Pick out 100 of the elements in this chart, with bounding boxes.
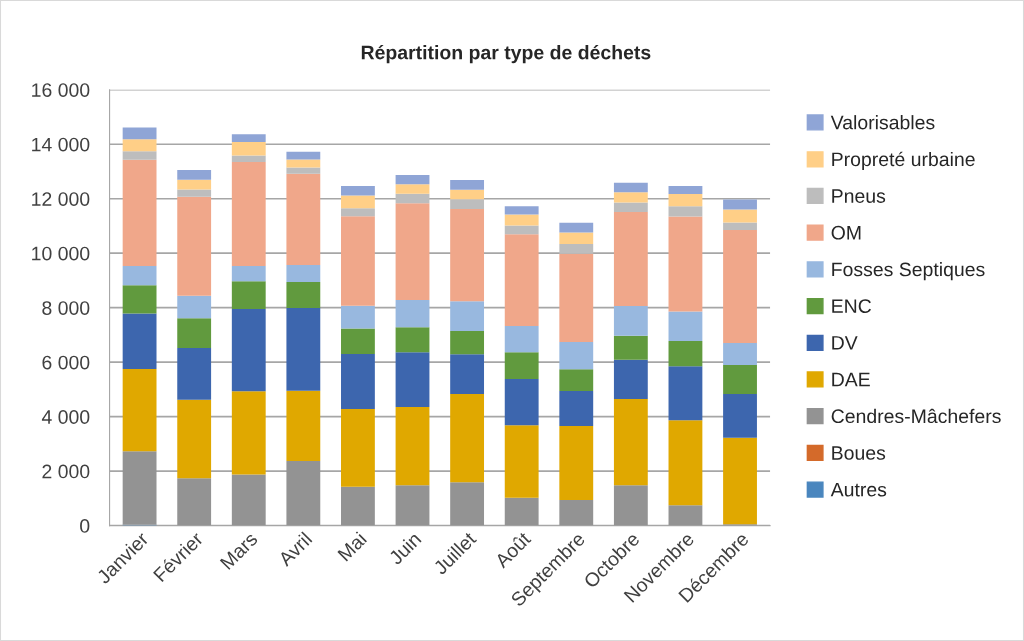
bar <box>668 185 703 195</box>
bar <box>504 425 539 498</box>
bar <box>450 354 485 395</box>
bar <box>286 264 321 283</box>
bar <box>231 134 266 143</box>
bar <box>723 230 757 344</box>
bar <box>231 474 266 526</box>
bar <box>177 399 212 479</box>
bar <box>395 184 430 194</box>
bar <box>395 352 430 408</box>
legend-label: DAE <box>832 372 870 387</box>
bar <box>450 482 485 526</box>
legend-label: Propreté urbaine <box>832 151 975 171</box>
bar <box>668 340 703 367</box>
bar <box>668 216 703 312</box>
bar <box>341 208 375 217</box>
bar <box>122 285 157 314</box>
bar <box>723 343 757 365</box>
legend-label: ENC <box>832 299 872 314</box>
legend-label: Fosses Septiques <box>832 262 985 281</box>
bar <box>613 182 648 193</box>
bar <box>395 193 430 204</box>
bar <box>341 409 375 487</box>
bar <box>395 203 430 301</box>
bar <box>668 206 703 217</box>
bar <box>450 199 485 210</box>
bar <box>559 222 594 233</box>
bar <box>231 281 266 310</box>
bar <box>177 295 212 319</box>
legend-label: Valorisables <box>830 115 935 130</box>
bar <box>668 366 703 421</box>
bar <box>341 305 375 329</box>
y-tick-label: 16 000 <box>32 83 90 97</box>
bar <box>504 214 539 226</box>
bar <box>341 486 375 526</box>
bar <box>668 420 703 506</box>
bar <box>559 500 594 526</box>
bar <box>559 391 594 426</box>
y-tick-label: 2 000 <box>42 464 90 479</box>
bar <box>177 179 212 190</box>
bar <box>231 155 266 162</box>
bar <box>231 161 266 266</box>
bar <box>341 353 375 410</box>
bar <box>177 189 212 197</box>
bar <box>559 369 594 392</box>
legend-label: Boues <box>832 446 886 460</box>
bar <box>231 142 266 156</box>
bar <box>122 451 157 525</box>
y-tick-label: 0 <box>80 519 90 533</box>
bar <box>286 390 321 462</box>
bar <box>231 266 266 282</box>
bar <box>122 151 157 160</box>
bar <box>559 243 594 254</box>
bar <box>177 478 212 526</box>
bar <box>613 192 648 203</box>
bar <box>122 127 157 140</box>
bar <box>504 325 539 353</box>
bar <box>286 167 321 174</box>
bar <box>450 189 485 200</box>
bar <box>122 313 157 369</box>
y-tick-label: 10 000 <box>32 246 90 261</box>
bar <box>450 301 485 332</box>
bar <box>723 394 757 438</box>
bar <box>613 359 648 399</box>
chart-title: Répartition par type de déchets <box>361 44 651 64</box>
legend-label: Cendres-Mâchefers <box>831 408 1001 424</box>
bar <box>286 151 321 160</box>
bar <box>341 328 375 354</box>
bar <box>668 311 703 341</box>
bar <box>341 185 375 196</box>
legend-label: Pneus <box>832 189 886 203</box>
bar <box>122 266 157 286</box>
y-tick-label: 8 000 <box>42 301 90 315</box>
legend-label: OM <box>831 225 861 240</box>
bar <box>177 196 212 296</box>
bar <box>613 398 648 486</box>
bar <box>231 309 266 392</box>
bar <box>613 485 648 526</box>
bar <box>395 175 430 185</box>
y-tick-label: 12 000 <box>32 192 90 206</box>
bar <box>286 159 321 168</box>
bar <box>504 234 539 326</box>
bar <box>231 391 266 475</box>
bar <box>559 232 594 244</box>
bar <box>177 318 212 348</box>
bar <box>395 300 430 328</box>
bar <box>504 379 539 426</box>
bar <box>559 342 594 370</box>
bar <box>613 335 648 360</box>
y-tick-label: 6 000 <box>42 355 90 370</box>
bar <box>613 202 648 213</box>
y-tick-label: 14 000 <box>32 137 90 152</box>
bar <box>723 222 757 231</box>
bar <box>504 225 539 235</box>
bar <box>395 327 430 353</box>
y-tick-label: 4 000 <box>41 410 90 424</box>
legend-label: DV <box>832 336 858 350</box>
bar <box>504 497 539 526</box>
legend-label: Autres <box>830 482 887 497</box>
bar <box>613 306 648 336</box>
